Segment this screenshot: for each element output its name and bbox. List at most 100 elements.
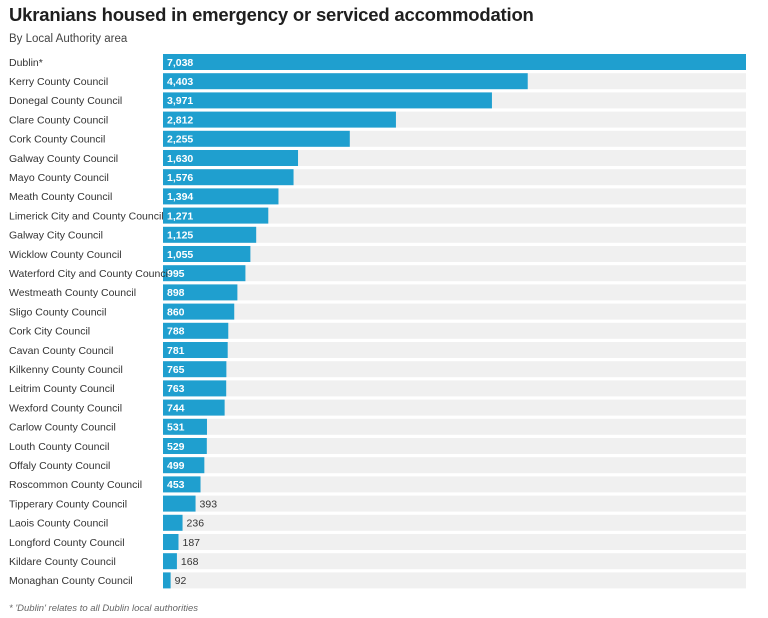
category-label: Cavan County Council — [9, 345, 113, 357]
bar-track — [163, 207, 746, 224]
bar — [163, 495, 196, 512]
category-label: Carlow County Council — [9, 422, 116, 434]
bar-track — [163, 553, 746, 570]
bar — [163, 188, 279, 205]
value-label: 499 — [167, 460, 185, 472]
category-label: Clare County Council — [9, 114, 108, 126]
bar — [163, 399, 225, 416]
bar — [163, 476, 201, 493]
category-label: Dublin* — [9, 57, 43, 69]
bar — [163, 361, 227, 378]
category-label: Mayo County Council — [9, 172, 109, 184]
value-label: 995 — [167, 268, 185, 280]
value-label: 898 — [167, 287, 185, 299]
bar-track — [163, 265, 746, 282]
value-label: 393 — [200, 498, 218, 510]
bar — [163, 226, 257, 243]
category-label: Monaghan County Council — [9, 575, 133, 587]
bar-track — [163, 226, 746, 243]
bar — [163, 207, 269, 224]
bar-track — [163, 246, 746, 262]
bar — [163, 130, 350, 147]
bar-track — [163, 303, 746, 320]
value-label: 1,576 — [167, 172, 193, 184]
category-label: Westmeath County Council — [9, 287, 136, 299]
category-label: Kilkenny County Council — [9, 364, 123, 376]
category-label: Meath County Council — [9, 191, 112, 203]
value-label: 2,255 — [167, 134, 193, 146]
category-label: Galway County Council — [9, 153, 118, 165]
bar-track — [163, 495, 746, 512]
bar — [163, 514, 183, 531]
bar — [163, 457, 205, 474]
chart-subtitle: By Local Authority area — [9, 33, 128, 45]
category-label: Laois County Council — [9, 518, 108, 530]
bar-track — [163, 169, 746, 186]
bar-track — [163, 284, 746, 301]
value-label: 1,630 — [167, 153, 193, 165]
bar — [163, 92, 492, 109]
category-label: Roscommon County Council — [9, 479, 142, 491]
bar-chart: Dublin* 7,038 Kerry County Council 4,403 Don… — [9, 54, 746, 589]
bar — [163, 284, 238, 301]
category-label: Offaly County Council — [9, 460, 110, 472]
value-label: 236 — [187, 518, 205, 530]
category-label: Leitrim County Council — [9, 383, 115, 395]
category-label: Tipperary County Council — [9, 498, 127, 510]
bar — [163, 54, 746, 70]
bar-track — [163, 342, 746, 358]
bar — [163, 572, 171, 589]
value-label: 168 — [181, 556, 199, 568]
category-label: Waterford City and County Council — [9, 268, 170, 280]
bar — [163, 150, 299, 166]
bar — [163, 322, 229, 339]
bar — [163, 438, 207, 454]
value-label: 7,038 — [167, 57, 193, 69]
value-label: 763 — [167, 383, 185, 395]
value-label: 1,125 — [167, 230, 193, 242]
bar-track — [163, 399, 746, 416]
bar-track — [163, 534, 746, 550]
category-label: Longford County Council — [9, 537, 125, 549]
category-label: Sligo County Council — [9, 306, 106, 318]
value-label: 187 — [182, 537, 200, 549]
footnote: * 'Dublin' relates to all Dublin local a… — [9, 603, 198, 614]
category-label: Cork County Council — [9, 134, 105, 146]
bar-track — [163, 514, 746, 531]
value-label: 92 — [175, 575, 187, 587]
bar-track — [163, 150, 746, 166]
bar — [163, 553, 177, 570]
category-label: Limerick City and County Council — [9, 210, 164, 222]
bar — [163, 303, 235, 320]
bar — [163, 111, 396, 128]
value-label: 453 — [167, 479, 185, 491]
value-label: 531 — [167, 422, 185, 434]
bar-track — [163, 418, 746, 435]
value-label: 1,271 — [167, 210, 193, 222]
value-label: 3,971 — [167, 95, 193, 107]
bar — [163, 534, 179, 550]
category-label: Wicklow County Council — [9, 249, 122, 261]
value-label: 4,403 — [167, 76, 193, 88]
value-label: 860 — [167, 306, 185, 318]
category-label: Kildare County Council — [9, 556, 116, 568]
bar — [163, 73, 528, 90]
bar — [163, 169, 294, 186]
category-label: Donegal County Council — [9, 95, 122, 107]
bar-track — [163, 188, 746, 205]
category-label: Louth County Council — [9, 441, 109, 453]
category-label: Galway City Council — [9, 230, 103, 242]
bar — [163, 380, 227, 397]
value-label: 529 — [167, 441, 185, 453]
bar-track — [163, 438, 746, 454]
value-label: 1,055 — [167, 249, 193, 261]
value-label: 2,812 — [167, 114, 193, 126]
category-label: Cork City Council — [9, 326, 90, 338]
bar — [163, 342, 228, 358]
value-label: 788 — [167, 326, 185, 338]
bar-track — [163, 361, 746, 378]
bar — [163, 418, 207, 435]
value-label: 765 — [167, 364, 185, 376]
value-label: 744 — [167, 402, 185, 414]
category-label: Kerry County Council — [9, 76, 108, 88]
